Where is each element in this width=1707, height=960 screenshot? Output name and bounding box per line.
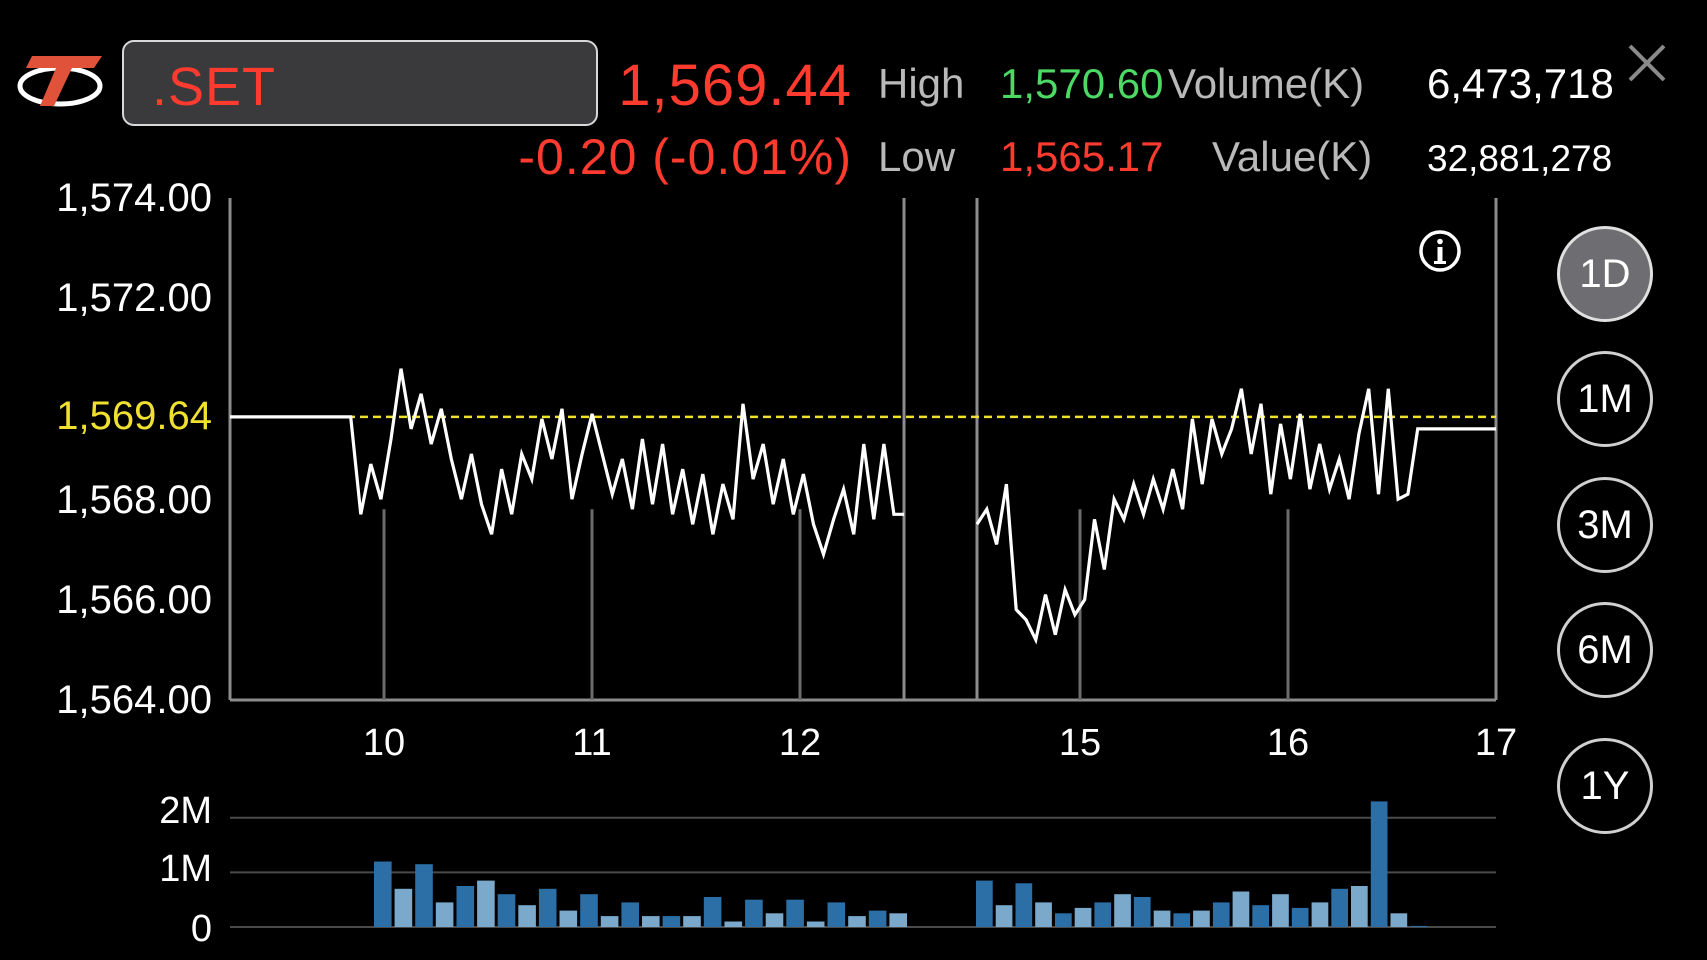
- period-3m-button[interactable]: 3M: [1557, 477, 1653, 573]
- volume-bar: [976, 880, 993, 927]
- volume-bar: [1252, 905, 1269, 927]
- x-tick-label: 17: [1474, 722, 1518, 764]
- y-tick-label: 1,574.00: [56, 176, 212, 220]
- volume-bar: [1153, 910, 1171, 927]
- x-tick-label: 15: [1058, 722, 1102, 764]
- volume-bar: [1272, 894, 1289, 927]
- volume-bar: [1370, 801, 1388, 927]
- volume-label: Volume(K): [1168, 60, 1365, 107]
- volume-bar: [621, 902, 639, 927]
- volume-bar: [683, 916, 701, 927]
- symbol-text: .SET: [152, 57, 277, 117]
- volume-bar: [559, 910, 578, 927]
- x-tick-label: 16: [1266, 722, 1310, 764]
- volume-bar: [415, 864, 433, 927]
- volume-tick-label: 2M: [159, 790, 212, 832]
- volume-bar: [1232, 891, 1250, 927]
- volume-bar: [518, 905, 536, 927]
- volume-tick-label: 1M: [159, 848, 212, 890]
- symbol-search-input[interactable]: .SET: [122, 40, 598, 126]
- high-label: High: [878, 60, 965, 107]
- period-1y-button[interactable]: 1Y: [1557, 738, 1653, 834]
- volume-bar: [1291, 907, 1309, 927]
- volume-bar: [745, 899, 763, 927]
- volume-bar: [827, 902, 846, 927]
- x-tick-label: 10: [362, 722, 406, 764]
- volume-bar: [1055, 913, 1072, 927]
- x-tick-label: 11: [572, 722, 612, 764]
- volume-bar: [1133, 897, 1151, 927]
- volume-bar: [806, 921, 825, 927]
- volume-bar: [1173, 913, 1191, 927]
- x-tick-label: 12: [778, 722, 822, 764]
- value-value: 32,881,278: [1427, 138, 1613, 179]
- volume-bar: [724, 921, 743, 927]
- volume-bar: [1390, 913, 1408, 927]
- close-icon[interactable]: [1624, 40, 1670, 86]
- last-price: 1,569.44: [618, 53, 852, 118]
- volume-bar: [1331, 888, 1348, 927]
- period-1m-button[interactable]: 1M: [1557, 351, 1653, 447]
- period-1d-button[interactable]: 1D: [1557, 226, 1653, 322]
- volume-bar: [848, 916, 866, 927]
- volume-bar: [765, 913, 784, 927]
- volume-bar: [703, 897, 722, 927]
- volume-bar: [1035, 902, 1052, 927]
- volume-bar: [374, 861, 392, 927]
- low-value: 1,565.17: [1000, 133, 1164, 180]
- y-tick-label: 1,566.00: [56, 578, 212, 622]
- volume-bar: [1074, 907, 1092, 927]
- volume-tick-label: 0: [190, 908, 212, 950]
- volume-bar: [580, 894, 598, 927]
- volume-bar: [435, 902, 454, 927]
- y-tick-label: 1,572.00: [56, 276, 212, 320]
- price-line-morning: [230, 368, 904, 560]
- value-label: Value(K): [1212, 133, 1373, 180]
- volume-bar: [1212, 902, 1230, 927]
- volume-bar: [662, 916, 681, 927]
- volume-bar: [538, 888, 557, 927]
- volume-bar: [1351, 886, 1368, 927]
- volume-bar: [600, 916, 619, 927]
- period-6m-button[interactable]: 6M: [1557, 602, 1653, 698]
- volume-bar: [456, 886, 475, 927]
- volume-bar: [995, 905, 1013, 927]
- y-tick-label-prev-close: 1,569.64: [56, 394, 212, 438]
- y-tick-label: 1,564.00: [56, 678, 212, 722]
- y-tick-label: 1,568.00: [56, 478, 212, 522]
- volume-bar: [1114, 894, 1131, 927]
- volume-value: 6,473,718: [1427, 60, 1614, 107]
- volume-bar: [394, 888, 413, 927]
- volume-bar: [1015, 883, 1033, 927]
- volume-bar: [477, 880, 495, 927]
- volume-bar: [786, 899, 804, 927]
- high-value: 1,570.60: [1000, 60, 1164, 107]
- price-change: -0.20 (-0.01%): [518, 129, 852, 185]
- volume-bar: [1094, 902, 1112, 927]
- volume-bar: [642, 916, 660, 927]
- volume-bar: [1311, 902, 1329, 927]
- volume-bar: [868, 910, 887, 927]
- price-line-afternoon: [975, 388, 1496, 645]
- volume-bar: [1193, 910, 1210, 927]
- low-label: Low: [878, 133, 956, 180]
- volume-bar: [497, 894, 516, 927]
- volume-bar: [889, 913, 907, 927]
- volume-bar: [1410, 925, 1427, 927]
- settrade-logo: [17, 56, 103, 107]
- info-icon[interactable]: [1417, 228, 1463, 274]
